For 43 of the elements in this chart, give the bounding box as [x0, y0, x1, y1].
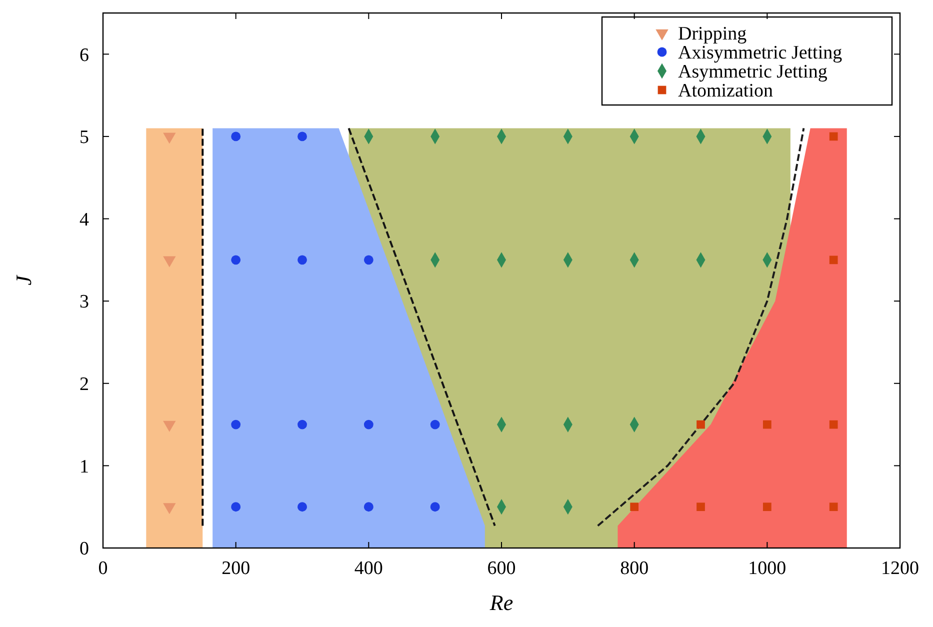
point: [231, 132, 241, 142]
legend-label: Axisymmetric Jetting: [678, 42, 843, 64]
point: [829, 420, 838, 429]
point: [696, 420, 705, 429]
point: [231, 502, 241, 512]
point: [762, 502, 772, 512]
y-tick-label: 1: [80, 456, 89, 478]
x-tick-label: 800: [620, 558, 649, 579]
y-tick-label: 3: [80, 292, 89, 313]
point: [430, 502, 440, 512]
point: [231, 255, 241, 265]
y-tick-label: 0: [80, 538, 89, 560]
point: [696, 502, 705, 512]
x-tick-label: 0: [98, 558, 108, 579]
x-tick-label: 1200: [881, 558, 919, 579]
x-tick-label: 600: [487, 558, 516, 579]
legend-label: Dripping: [678, 24, 748, 45]
x-tick-label: 1000: [748, 558, 786, 579]
y-tick-label: 6: [80, 44, 89, 66]
point: [231, 420, 241, 430]
point: [298, 502, 307, 512]
y-tick-label: 2: [80, 374, 89, 396]
y-axis-title: J: [11, 274, 36, 286]
point: [430, 420, 440, 430]
point: [829, 132, 838, 141]
point: [364, 502, 374, 512]
point: [364, 255, 374, 265]
point: [364, 420, 374, 430]
legend-label: Asymmetric Jetting: [678, 62, 828, 83]
point: [829, 256, 838, 264]
point: [298, 420, 307, 430]
legend-label: Atomization: [678, 80, 774, 102]
x-tick-label: 200: [222, 558, 250, 579]
y-tick-label: 5: [80, 127, 89, 148]
x-tick-label: 400: [354, 558, 383, 579]
point: [298, 132, 307, 142]
point: [630, 502, 639, 512]
point: [298, 255, 307, 265]
point: [829, 502, 838, 512]
point: [762, 420, 772, 429]
line-series: [596, 127, 805, 527]
x-axis-title: Re: [488, 590, 514, 615]
y-tick-label: 4: [80, 209, 90, 230]
